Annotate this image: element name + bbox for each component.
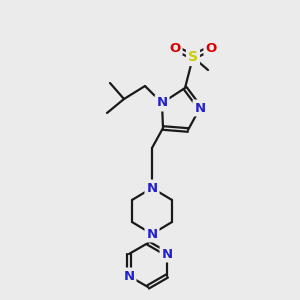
Text: S: S xyxy=(188,50,198,64)
Text: N: N xyxy=(156,97,168,110)
Text: N: N xyxy=(161,248,172,260)
Text: N: N xyxy=(123,269,134,283)
Text: N: N xyxy=(146,182,158,194)
Text: O: O xyxy=(206,41,217,55)
Text: N: N xyxy=(194,101,206,115)
Text: O: O xyxy=(169,41,181,55)
Text: N: N xyxy=(146,227,158,241)
